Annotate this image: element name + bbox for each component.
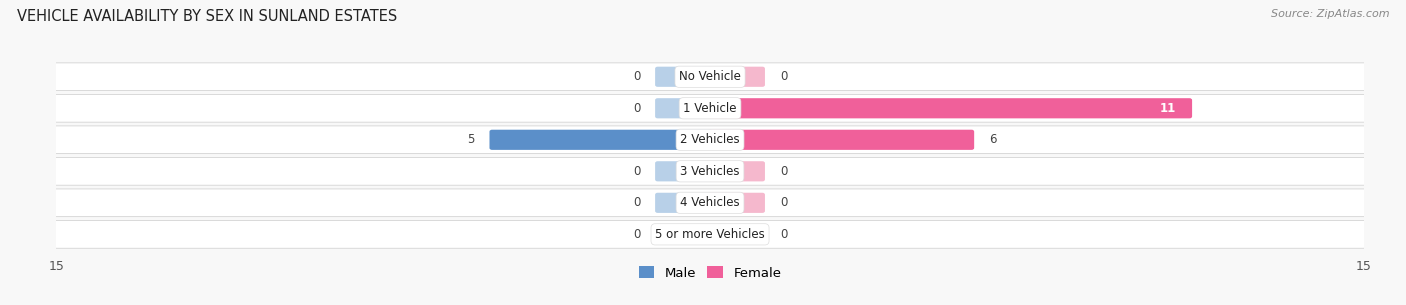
Text: 0: 0 [633,228,640,241]
Text: Source: ZipAtlas.com: Source: ZipAtlas.com [1271,9,1389,19]
Text: 1 Vehicle: 1 Vehicle [683,102,737,115]
Text: 11: 11 [1160,102,1177,115]
Text: 4 Vehicles: 4 Vehicles [681,196,740,209]
FancyBboxPatch shape [53,63,1367,91]
FancyBboxPatch shape [707,161,765,181]
Text: 0: 0 [633,165,640,178]
FancyBboxPatch shape [707,224,765,244]
FancyBboxPatch shape [53,95,1367,122]
Legend: Male, Female: Male, Female [633,261,787,285]
Text: 0: 0 [780,196,787,209]
FancyBboxPatch shape [53,126,1367,154]
Text: 2 Vehicles: 2 Vehicles [681,133,740,146]
FancyBboxPatch shape [707,98,1192,118]
FancyBboxPatch shape [655,67,713,87]
FancyBboxPatch shape [707,193,765,213]
Text: 0: 0 [780,70,787,83]
Text: 5 or more Vehicles: 5 or more Vehicles [655,228,765,241]
FancyBboxPatch shape [655,193,713,213]
FancyBboxPatch shape [489,130,713,150]
Text: 3 Vehicles: 3 Vehicles [681,165,740,178]
FancyBboxPatch shape [53,157,1367,185]
FancyBboxPatch shape [53,189,1367,217]
Text: 0: 0 [633,196,640,209]
Text: 0: 0 [780,165,787,178]
FancyBboxPatch shape [53,221,1367,248]
FancyBboxPatch shape [707,67,765,87]
FancyBboxPatch shape [707,130,974,150]
Text: 6: 6 [988,133,997,146]
Text: 0: 0 [633,70,640,83]
FancyBboxPatch shape [655,98,713,118]
FancyBboxPatch shape [655,161,713,181]
Text: 5: 5 [467,133,475,146]
FancyBboxPatch shape [655,224,713,244]
Text: VEHICLE AVAILABILITY BY SEX IN SUNLAND ESTATES: VEHICLE AVAILABILITY BY SEX IN SUNLAND E… [17,9,396,24]
Text: 0: 0 [780,228,787,241]
Text: 0: 0 [633,102,640,115]
Text: No Vehicle: No Vehicle [679,70,741,83]
